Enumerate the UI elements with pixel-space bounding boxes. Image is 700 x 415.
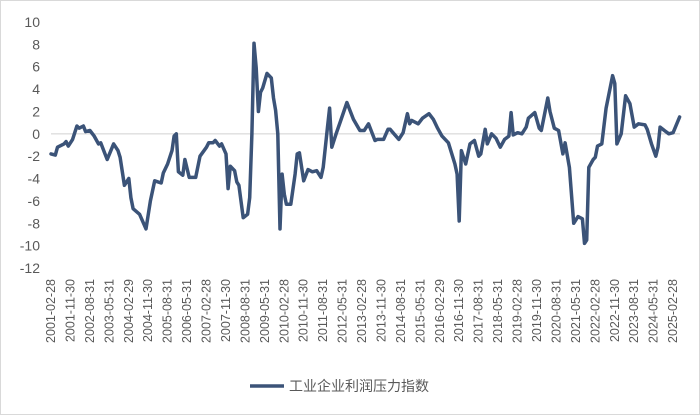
x-tick-label: 2025-02-28 [666, 279, 680, 343]
x-tick-label: 2012-05-31 [336, 279, 350, 343]
x-tick-label: 2002-08-31 [83, 279, 97, 343]
x-tick-label: 2022-11-30 [608, 279, 622, 342]
x-tick-label: 2001-11-30 [63, 279, 77, 342]
y-tick-label: 10 [24, 14, 40, 30]
x-tick-label: 2010-02-28 [277, 279, 291, 343]
x-tick-label: 2010-11-30 [297, 279, 311, 342]
y-tick-label: 2 [32, 103, 40, 119]
x-tick-label: 2020-08-31 [549, 279, 563, 343]
x-tick-label: 2015-05-31 [413, 279, 427, 343]
x-tick-label: 2001-02-28 [44, 279, 58, 343]
x-tick-label: 2024-05-31 [647, 279, 661, 343]
x-tick-label: 2003-05-31 [102, 279, 116, 343]
y-tick-label: -12 [20, 260, 40, 276]
series-line [49, 41, 682, 246]
y-tick-label: 8 [32, 36, 40, 52]
x-tick-label: 2023-08-31 [627, 279, 641, 343]
x-tick-label: 2004-11-30 [141, 279, 155, 342]
y-tick-label: 0 [32, 126, 40, 142]
x-tick-label: 2019-11-30 [530, 279, 544, 342]
x-tick-label: 2005-08-31 [161, 279, 175, 343]
x-tick-label: 2017-08-31 [472, 279, 486, 343]
x-tick-label: 2007-02-28 [200, 279, 214, 343]
x-tick-label: 2004-02-29 [122, 279, 136, 343]
y-axis-ticks: 10 8 6 4 2 0 -2 -4 -6 -8 -10 -12 [20, 14, 40, 276]
x-tick-label: 2019-02-28 [511, 279, 525, 343]
x-axis-ticks: 2001-02-28 2001-11-30 2002-08-31 2003-05-31… [44, 279, 680, 343]
x-tick-label: 2016-11-30 [452, 279, 466, 342]
x-tick-label: 2022-02-28 [588, 279, 602, 343]
x-tick-label: 2016-02-29 [433, 279, 447, 343]
x-tick-label: 2021-05-31 [569, 279, 583, 343]
y-tick-label: 4 [32, 81, 40, 97]
x-tick-label: 2018-05-31 [491, 279, 505, 343]
y-tick-label: -8 [28, 215, 41, 231]
y-tick-label: -6 [28, 193, 41, 209]
y-tick-label: 6 [32, 59, 40, 75]
y-tick-label: -2 [28, 148, 41, 164]
x-tick-label: 2014-08-31 [394, 279, 408, 343]
y-tick-label: -10 [20, 238, 40, 254]
x-tick-label: 2006-05-31 [180, 279, 194, 343]
legend: 工业企业利润压力指数 [250, 378, 429, 395]
x-tick-label: 2007-11-30 [219, 279, 233, 342]
y-tick-label: -4 [28, 171, 41, 187]
x-tick-label: 2011-08-31 [316, 279, 330, 342]
x-tick-label: 2013-11-30 [374, 279, 388, 342]
x-tick-label: 2009-05-31 [258, 279, 272, 343]
x-tick-label: 2008-08-31 [238, 279, 252, 343]
x-tick-label: 2013-02-28 [355, 279, 369, 343]
legend-label: 工业企业利润压力指数 [289, 378, 429, 395]
